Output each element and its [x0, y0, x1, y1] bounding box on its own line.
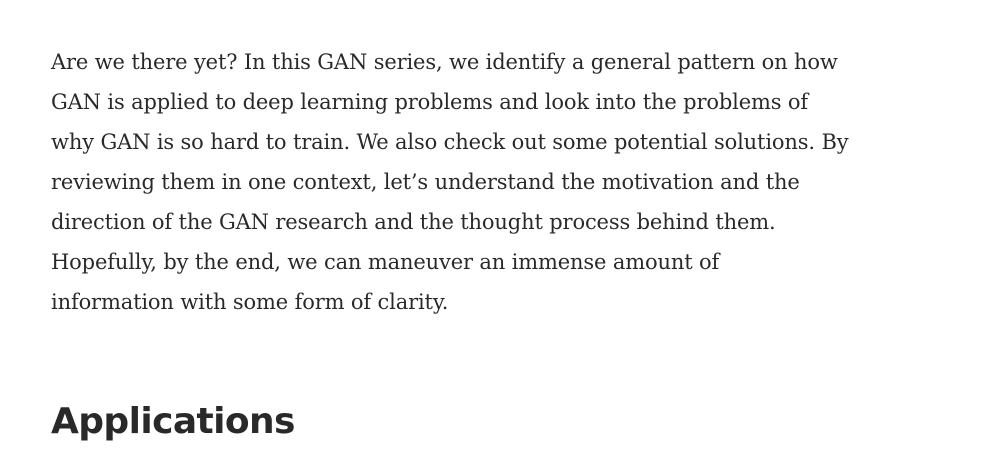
- section-heading: Applications: [51, 401, 295, 442]
- paragraph-line: reviewing them in one context, let’s und…: [51, 170, 800, 194]
- paragraph-line: information with some form of clarity.: [51, 290, 449, 314]
- paragraph-line: direction of the GAN research and the th…: [51, 210, 776, 234]
- paragraph-line: why GAN is so hard to train. We also che…: [51, 130, 849, 154]
- article-body: Are we there yet? In this GAN series, we…: [51, 42, 951, 322]
- paragraph-line: Hopefully, by the end, we can maneuver a…: [51, 250, 720, 274]
- intro-paragraph: Are we there yet? In this GAN series, we…: [51, 42, 951, 322]
- paragraph-line: GAN is applied to deep learning problems…: [51, 90, 809, 114]
- paragraph-line: Are we there yet? In this GAN series, we…: [51, 50, 838, 74]
